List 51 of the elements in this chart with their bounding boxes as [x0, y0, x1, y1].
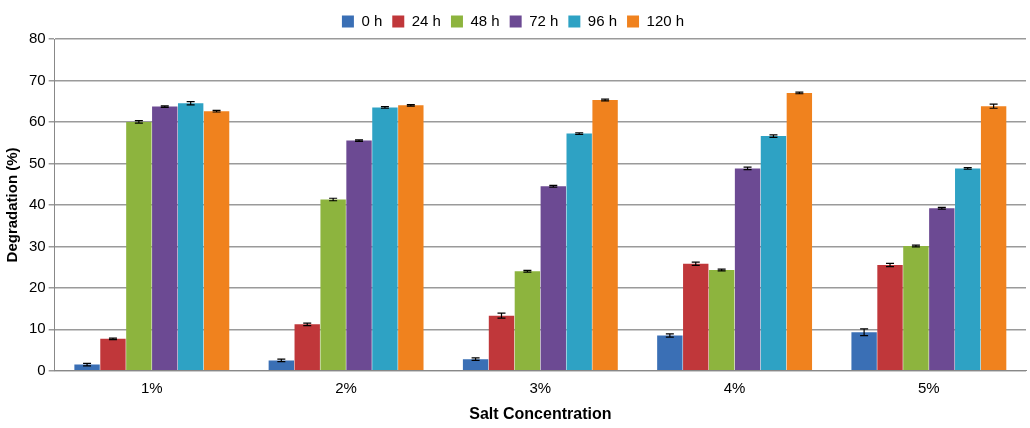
x-tick-label: 4% — [723, 378, 746, 396]
bar — [346, 140, 372, 371]
bar — [657, 335, 683, 371]
y-tick-label: 60 — [29, 112, 46, 130]
x-tick-label: 3% — [529, 378, 552, 396]
x-tick-label: 1% — [140, 378, 163, 396]
bar — [955, 168, 981, 371]
bar — [152, 106, 178, 371]
bar — [760, 136, 787, 371]
bar — [462, 359, 489, 371]
bar — [592, 99, 618, 371]
bar — [734, 168, 761, 371]
y-tick-label: 70 — [29, 70, 46, 88]
bar — [708, 270, 735, 371]
bar — [540, 186, 566, 371]
bar — [877, 265, 903, 371]
bar — [488, 315, 515, 371]
y-tick-label: 80 — [29, 29, 46, 47]
legend-label: 120 h — [646, 11, 685, 29]
x-tick-label: 2% — [335, 378, 357, 396]
bar — [903, 245, 929, 371]
bar — [980, 106, 1007, 371]
bar — [177, 103, 204, 371]
legend-label: 48 h — [470, 11, 500, 29]
x-tick-label: 5% — [918, 378, 940, 396]
bar — [398, 105, 424, 371]
bar — [320, 199, 346, 371]
y-axis-title: Degradation (%) — [3, 147, 21, 263]
y-tick-label: 0 — [37, 360, 46, 378]
bar — [294, 324, 320, 371]
y-tick-label: 10 — [29, 319, 46, 337]
legend-label: 0 h — [361, 11, 383, 29]
y-tick-label: 40 — [29, 195, 46, 213]
legend-label: 72 h — [529, 11, 559, 29]
bar — [126, 121, 152, 371]
y-tick-label: 50 — [29, 153, 46, 171]
bar — [851, 332, 877, 371]
legend-label: 24 h — [411, 11, 441, 29]
x-axis-title: Salt Concentration — [469, 404, 612, 422]
bar — [683, 263, 709, 371]
bar — [566, 133, 592, 371]
legend-label: 96 h — [587, 11, 618, 29]
bar — [268, 360, 295, 371]
y-tick-label: 30 — [29, 236, 46, 254]
bar — [514, 271, 541, 371]
bar — [786, 92, 813, 371]
bar — [929, 208, 955, 371]
bar — [100, 338, 126, 371]
y-tick-label: 20 — [29, 277, 46, 295]
bar — [372, 107, 398, 371]
bar — [203, 111, 230, 371]
